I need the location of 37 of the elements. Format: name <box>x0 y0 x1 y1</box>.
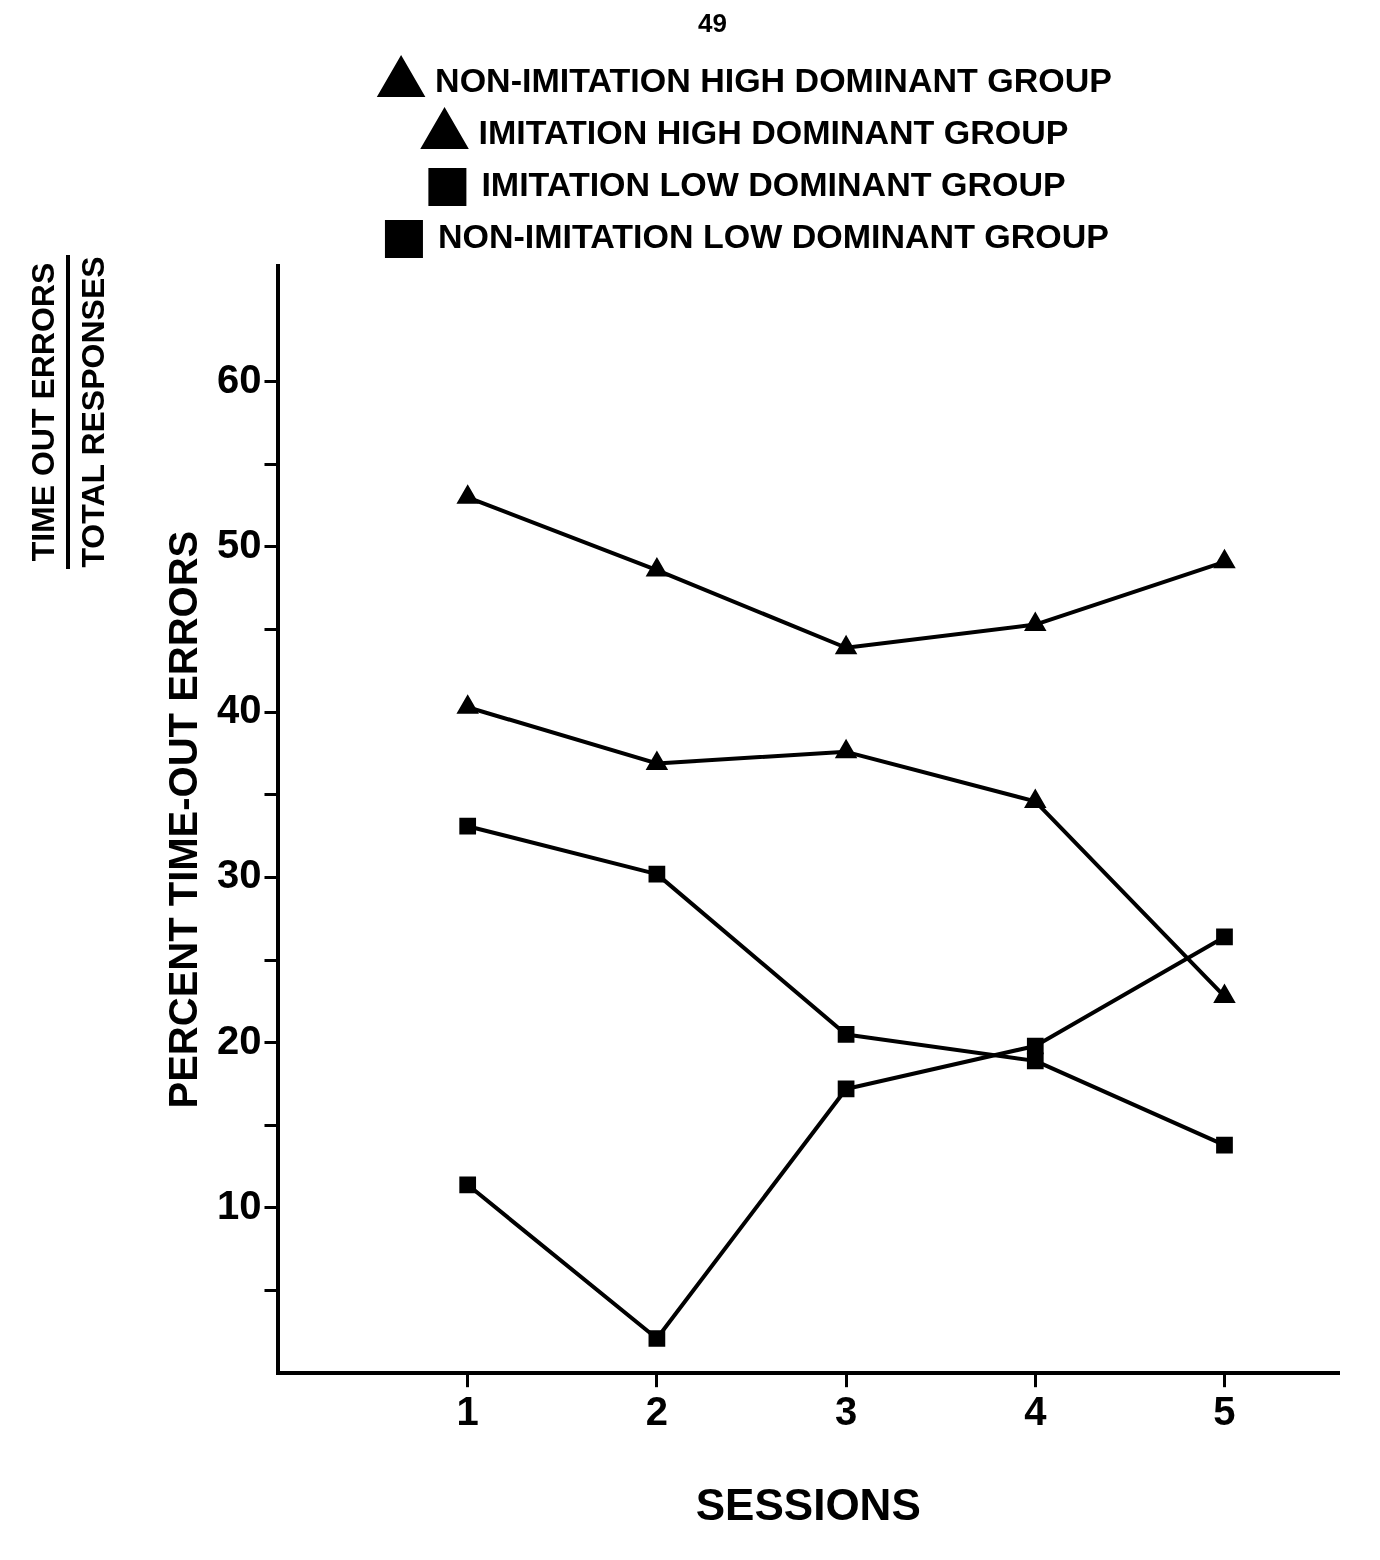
point <box>1026 1037 1044 1055</box>
point <box>1025 790 1046 808</box>
point <box>1026 1052 1044 1070</box>
point <box>1024 611 1047 632</box>
fraction-label: TIME OUT ERRORS TOTAL RESPONSES <box>24 253 112 572</box>
point <box>834 634 858 655</box>
x-tick-label: 4 <box>1024 1389 1048 1434</box>
legend-label: IMITATION LOW DOMINANT GROUP <box>481 165 1066 204</box>
point <box>837 1026 855 1043</box>
legend-label: NON-IMITATION LOW DOMINANT GROUP <box>437 217 1110 256</box>
point <box>1216 928 1233 946</box>
x-axis-title: SESSIONS <box>695 1479 921 1529</box>
y-tick-label: 20 <box>216 1017 262 1062</box>
point <box>837 1080 855 1098</box>
x-tick-label: 2 <box>645 1389 669 1434</box>
text: 49 <box>698 8 727 39</box>
x-tick-label: 3 <box>834 1389 858 1434</box>
point <box>648 1330 666 1347</box>
point <box>459 1176 477 1194</box>
point <box>1214 985 1235 1003</box>
y-axis-title: PERCENT TIME-OUT ERRORS <box>161 530 206 1109</box>
point <box>647 752 667 770</box>
y-tick-label: 40 <box>216 687 262 732</box>
x-tick-label: 5 <box>1213 1389 1236 1434</box>
y-tick-label: 50 <box>216 521 262 566</box>
y-tick-label: 60 <box>216 356 262 401</box>
y-tick-label: 10 <box>216 1182 262 1227</box>
x-tick-label: 1 <box>456 1389 479 1434</box>
point <box>648 865 666 883</box>
point <box>457 696 478 714</box>
point <box>1216 1136 1233 1154</box>
point <box>459 817 477 835</box>
point <box>457 486 478 504</box>
point <box>1213 548 1236 569</box>
y-tick-label: 30 <box>216 852 262 897</box>
legend-label: IMITATION HIGH DOMINANT GROUP <box>478 113 1069 152</box>
legend-label: NON-IMITATION HIGH DOMINANT GROUP <box>435 61 1112 100</box>
